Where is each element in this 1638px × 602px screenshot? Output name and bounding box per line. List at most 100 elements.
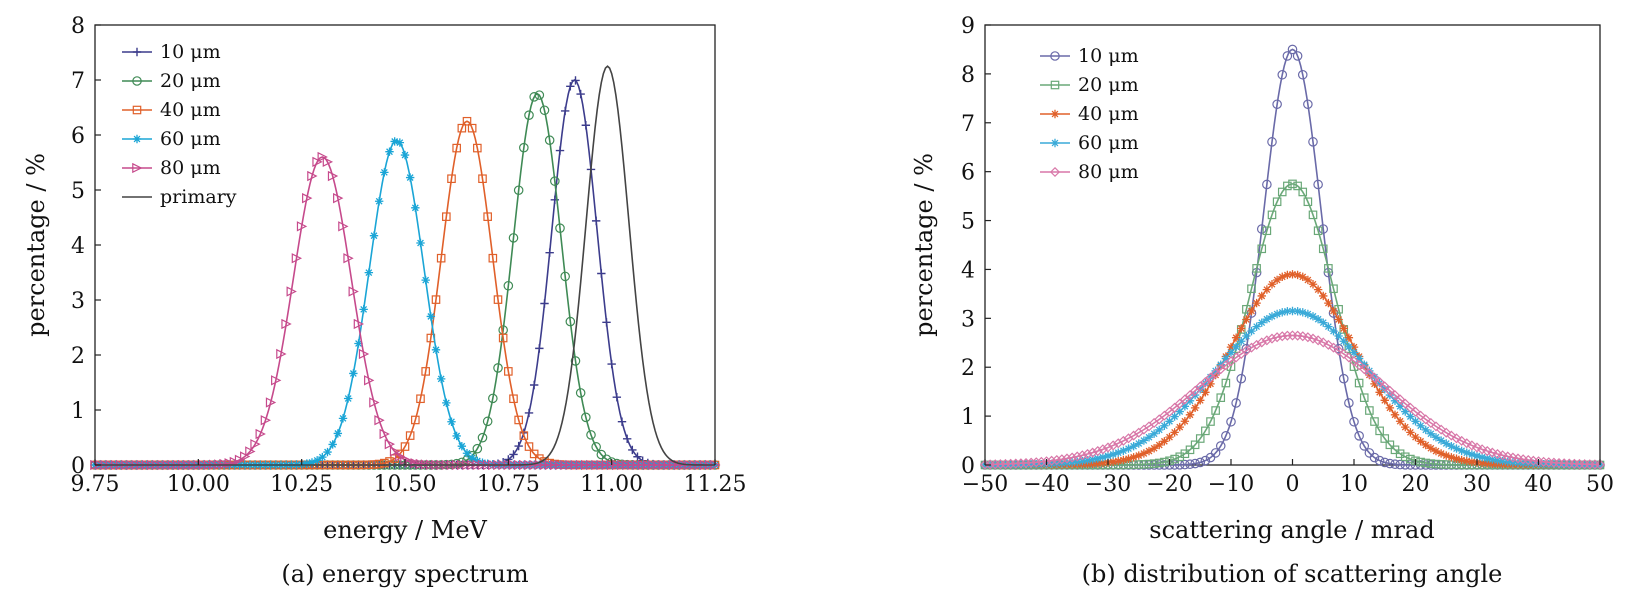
y-tick-label: 3 [961, 307, 975, 332]
data-point [1272, 275, 1282, 285]
data-point [1452, 444, 1461, 453]
data-point [1442, 439, 1451, 448]
data-point [473, 143, 482, 153]
data-point [1210, 368, 1221, 379]
data-point [1318, 244, 1328, 254]
data-point [1257, 318, 1266, 327]
data-point [539, 105, 550, 116]
data-point [1313, 335, 1324, 346]
data-point [1277, 187, 1287, 197]
data-point [421, 275, 430, 285]
data-point [1160, 421, 1169, 430]
data-point [416, 238, 425, 248]
data-point [380, 168, 389, 177]
data-point [1333, 345, 1344, 356]
data-point [1401, 422, 1410, 432]
data-point [1237, 324, 1246, 333]
data-point [1221, 431, 1231, 441]
series-layer [979, 44, 1606, 470]
data-point [482, 416, 493, 427]
data-point [478, 174, 487, 184]
data-point [1175, 452, 1185, 462]
data-point [390, 137, 399, 146]
data-point [1149, 459, 1159, 468]
data-point [1108, 457, 1118, 467]
data-point [1329, 284, 1338, 294]
data-point [601, 459, 613, 471]
legend-label: 10 μm [160, 41, 221, 63]
data-point [570, 356, 581, 366]
data-point [1380, 396, 1389, 405]
y-tick-label: 7 [71, 69, 85, 94]
data-point [1483, 454, 1492, 463]
data-point [328, 440, 337, 449]
data-point [653, 459, 664, 471]
data-point [1006, 460, 1015, 469]
data-point [1544, 460, 1553, 469]
data-point [229, 456, 241, 468]
data-point [405, 173, 415, 182]
data-point [1098, 453, 1108, 462]
data-point [1021, 460, 1031, 469]
data-point [1385, 440, 1395, 450]
y-tick-label: 1 [961, 405, 975, 430]
data-point [1278, 308, 1287, 317]
data-point [1349, 348, 1359, 357]
legend-marker [132, 134, 142, 144]
data-point [1334, 315, 1343, 324]
data-point [1302, 332, 1313, 343]
series-primary [95, 65, 715, 466]
data-point [1400, 398, 1411, 409]
data-point [1395, 417, 1405, 426]
legend-item: 20 μm [122, 70, 221, 92]
data-point [1308, 312, 1318, 321]
data-point [1119, 446, 1128, 455]
data-point [607, 359, 616, 369]
y-axis-label: percentage / % [910, 153, 938, 337]
data-point [483, 459, 492, 468]
data-point [1257, 291, 1266, 301]
data-point [1267, 137, 1277, 147]
legend-label: primary [160, 186, 237, 208]
data-point [555, 223, 565, 233]
data-point [1190, 440, 1200, 450]
data-point [1410, 406, 1421, 417]
series-line [984, 334, 1601, 466]
legend-label: 40 μm [1078, 103, 1139, 125]
data-point [1384, 385, 1395, 396]
data-point [1206, 379, 1215, 389]
data-point [323, 447, 332, 457]
data-point [1303, 275, 1313, 285]
data-point [1139, 436, 1149, 445]
data-point [544, 459, 556, 471]
data-point [1456, 435, 1467, 446]
data-point [1344, 342, 1354, 352]
data-point [296, 221, 308, 232]
data-point [1503, 457, 1512, 466]
data-point [1088, 455, 1097, 464]
data-point [322, 156, 334, 168]
data-point [1308, 280, 1318, 289]
data-point [1426, 444, 1436, 453]
data-point [472, 443, 483, 454]
data-point [488, 393, 498, 404]
data-point [1303, 197, 1313, 207]
data-point [1211, 406, 1220, 415]
data-point [219, 458, 230, 470]
data-point [348, 286, 359, 297]
data-point [1277, 331, 1288, 342]
data-point [405, 456, 416, 468]
data-point [343, 394, 353, 403]
data-point [1037, 459, 1046, 469]
legend-item: 10 μm [1040, 45, 1139, 67]
data-point [1307, 333, 1319, 344]
data-point [395, 451, 406, 462]
data-point [1369, 372, 1380, 383]
data-point [1154, 458, 1164, 468]
data-point [1385, 403, 1395, 413]
data-point [596, 459, 607, 471]
data-point [535, 344, 544, 353]
data-point [544, 135, 555, 146]
data-point [1262, 285, 1272, 294]
data-point [1242, 315, 1251, 324]
